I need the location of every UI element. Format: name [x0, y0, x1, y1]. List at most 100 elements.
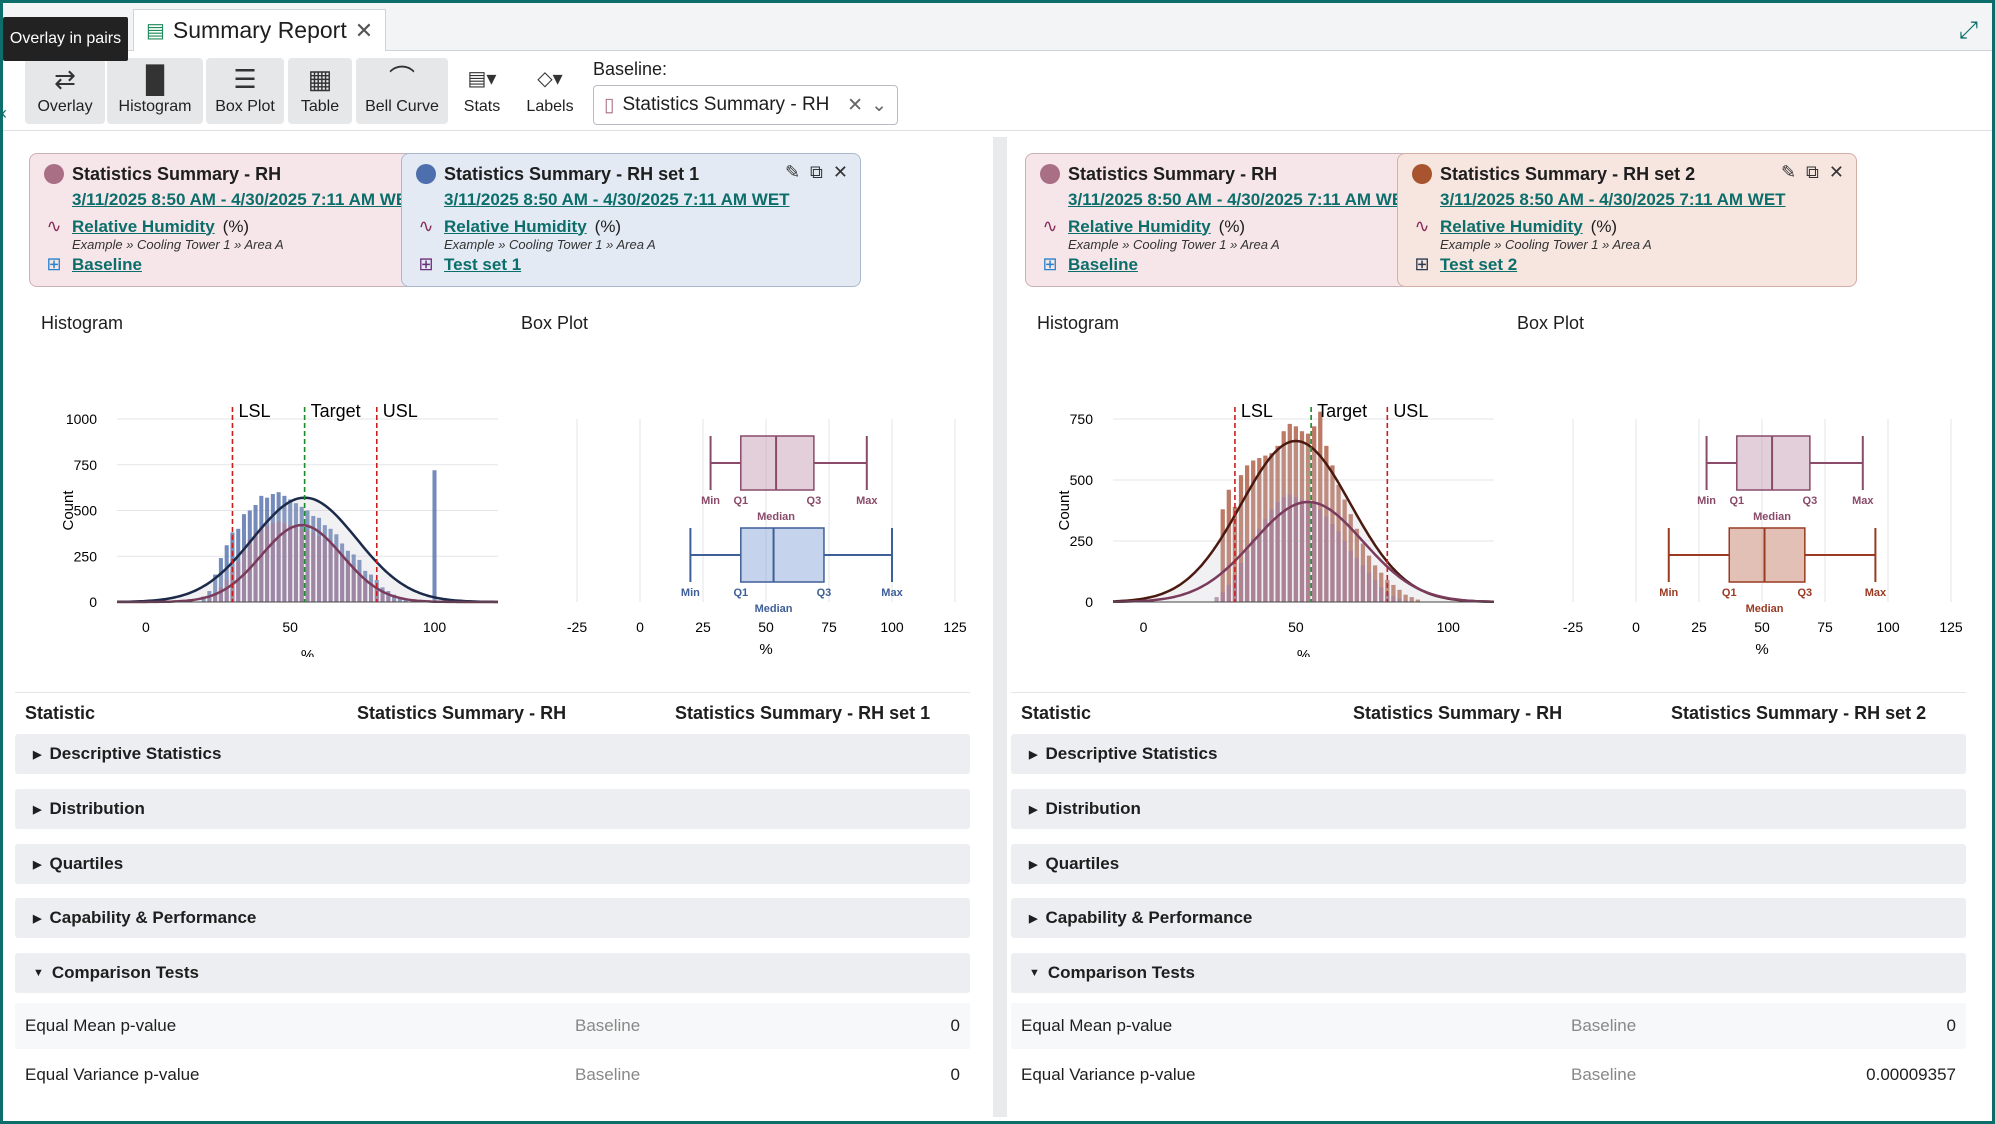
box-label: Q1 — [733, 495, 748, 507]
histogram-bar — [1409, 597, 1414, 602]
group-capability-performance[interactable]: ▶ Capability & Performance — [1011, 898, 1966, 938]
group-label: Capability & Performance — [49, 908, 257, 927]
pane-divider[interactable] — [993, 137, 1007, 1117]
overlay-button[interactable]: ⇄ Overlay — [25, 58, 105, 124]
stats-button[interactable]: ▤▾ Stats — [455, 58, 509, 124]
attribute-link[interactable]: Relative Humidity — [1440, 216, 1583, 236]
collapse-icon[interactable]: ‹ — [1, 103, 7, 123]
box-label: Max — [1865, 587, 1887, 599]
histogram-button[interactable]: ▐▌ Histogram — [107, 58, 203, 124]
bell-curve — [1112, 439, 1495, 604]
histogram-bar — [334, 548, 339, 602]
copy-icon[interactable]: ⧉ — [1806, 162, 1819, 182]
dataset-card-test-set-2[interactable]: Statistics Summary - RH set 2 ✎ ⧉ ✕ 3/11/2… — [1397, 153, 1857, 287]
set-link[interactable]: Test set 1 — [444, 254, 522, 274]
group-descriptive-statistics[interactable]: ▶ Descriptive Statistics — [1011, 734, 1966, 774]
histogram-bar — [397, 598, 402, 602]
histogram-bar — [1312, 504, 1317, 602]
box-label: Min — [1659, 587, 1678, 599]
caret-down-icon: ▼ — [33, 967, 44, 979]
set-link[interactable]: Baseline — [72, 254, 142, 274]
asset-path: Example » Cooling Tower 1 » Area A — [72, 237, 284, 252]
group-label: Descriptive Statistics — [1045, 744, 1218, 763]
histogram-bar — [1318, 509, 1323, 602]
x-tick-label: 125 — [1939, 619, 1963, 635]
date-range-link[interactable]: 3/11/2025 8:50 AM - 4/30/2025 7:11 AM WE… — [1068, 190, 1414, 209]
attribute-icon: ∿ — [1414, 216, 1430, 236]
group-quartiles[interactable]: ▶ Quartiles — [1011, 844, 1966, 884]
x-tick-label: -25 — [567, 619, 587, 635]
attribute-link[interactable]: Relative Humidity — [72, 216, 215, 236]
labels-button[interactable]: ◇▾ Labels — [518, 58, 582, 124]
x-tick-label: 75 — [1817, 619, 1833, 635]
group-quartiles[interactable]: ▶ Quartiles — [15, 844, 970, 884]
x-tick-label: 0 — [1632, 619, 1640, 635]
attribute-link[interactable]: Relative Humidity — [444, 216, 587, 236]
tab-summary-report[interactable]: ▤ Summary Report ✕ — [133, 9, 387, 51]
unit-text: (%) — [1590, 216, 1618, 236]
row-name: Equal Mean p-value — [25, 1016, 177, 1035]
date-range-link[interactable]: 3/11/2025 8:50 AM - 4/30/2025 7:11 AM WE… — [72, 190, 418, 209]
event-frame-icon: ⊞ — [46, 254, 62, 274]
y-tick-label: 1000 — [66, 411, 97, 427]
box-label: Q1 — [1729, 495, 1744, 507]
histogram-bar — [368, 585, 374, 602]
histogram-bar — [241, 550, 247, 602]
group-descriptive-statistics[interactable]: ▶ Descriptive Statistics — [15, 734, 970, 774]
group-distribution[interactable]: ▶ Distribution — [1011, 789, 1966, 829]
set-link[interactable]: Test set 2 — [1440, 254, 1518, 274]
event-frame-icon: ⊞ — [418, 254, 434, 274]
histogram-label: Histogram — [118, 98, 192, 115]
histogram-bar — [1385, 592, 1390, 602]
attribute-link[interactable]: Relative Humidity — [1068, 216, 1211, 236]
y-tick-label: 0 — [1085, 594, 1093, 610]
histogram-icon: ▐▌ — [136, 64, 174, 94]
x-tick-label: 50 — [282, 619, 298, 635]
boxplot-title: Box Plot — [521, 313, 589, 333]
edit-icon[interactable]: ✎ — [1780, 162, 1797, 182]
clear-icon[interactable]: ✕ — [847, 94, 864, 116]
edit-icon[interactable]: ✎ — [784, 162, 801, 182]
expand-icon[interactable]: ⤢ — [1958, 17, 1978, 44]
histogram-bar — [392, 594, 397, 602]
event-frame-icon: ⊞ — [1042, 254, 1058, 274]
series-color-dot — [416, 164, 436, 184]
series-color-dot — [44, 164, 64, 184]
group-comparison-tests[interactable]: ▼ Comparison Tests — [15, 953, 970, 993]
histogram-bar — [1214, 597, 1219, 602]
group-comparison-tests[interactable]: ▼ Comparison Tests — [1011, 953, 1966, 993]
baseline-value: Statistics Summary - RH — [622, 94, 830, 115]
table-button[interactable]: ▦ Table — [288, 58, 352, 124]
spec-label: LSL — [1241, 401, 1273, 421]
chevron-down-icon[interactable]: ⌄ — [871, 94, 887, 116]
close-icon[interactable]: ✕ — [832, 162, 848, 182]
bellcurve-button[interactable]: ⌒ Bell Curve — [356, 58, 448, 124]
date-range-link[interactable]: 3/11/2025 8:50 AM - 4/30/2025 7:11 AM WE… — [1440, 190, 1786, 209]
boxplot-button[interactable]: ☰ Box Plot — [206, 58, 284, 124]
histogram-bar — [1324, 516, 1329, 602]
group-capability-performance[interactable]: ▶ Capability & Performance — [15, 898, 970, 938]
date-range-link[interactable]: 3/11/2025 8:50 AM - 4/30/2025 7:11 AM WE… — [444, 190, 790, 209]
close-icon[interactable]: ✕ — [1828, 162, 1844, 182]
baseline-select[interactable]: ▯ Statistics Summary - RH ✕ ⌄ — [593, 85, 898, 125]
close-icon[interactable]: ✕ — [354, 17, 374, 43]
histogram-title: Histogram — [1037, 313, 1120, 333]
histogram-bar — [253, 532, 258, 602]
toolbar: ⇄ Overlay ▐▌ Histogram ☰ Box Plot ▦ Tabl… — [3, 51, 1992, 131]
set-link[interactable]: Baseline — [1068, 254, 1138, 274]
dataset-card-test-set-1[interactable]: Statistics Summary - RH set 1 ✎ ⧉ ✕ 3/11/2… — [401, 153, 861, 287]
box — [740, 435, 815, 491]
group-label: Capability & Performance — [1045, 908, 1253, 927]
group-distribution[interactable]: ▶ Distribution — [15, 789, 970, 829]
histogram-bar — [1263, 519, 1268, 602]
series-color-dot — [1412, 164, 1432, 184]
bell-curve-icon: ⌒ — [388, 64, 415, 94]
histogram-bar — [1220, 592, 1225, 602]
tab-bar: ▤ Summary Report ✕ ⤢ — [3, 3, 1992, 51]
event-frame-icon: ⊞ — [1414, 254, 1430, 274]
copy-icon[interactable]: ⧉ — [810, 162, 823, 182]
bellcurve-label: Bell Curve — [365, 98, 439, 115]
boxplot-chart: -25 0 25 50 75 100 125% Min Q1 Q3 Max Median Min Q1 Q3… — [567, 419, 967, 657]
caret-right-icon: ▶ — [33, 858, 42, 871]
table-row: Equal Mean p-value Baseline 0 — [1011, 1003, 1966, 1049]
